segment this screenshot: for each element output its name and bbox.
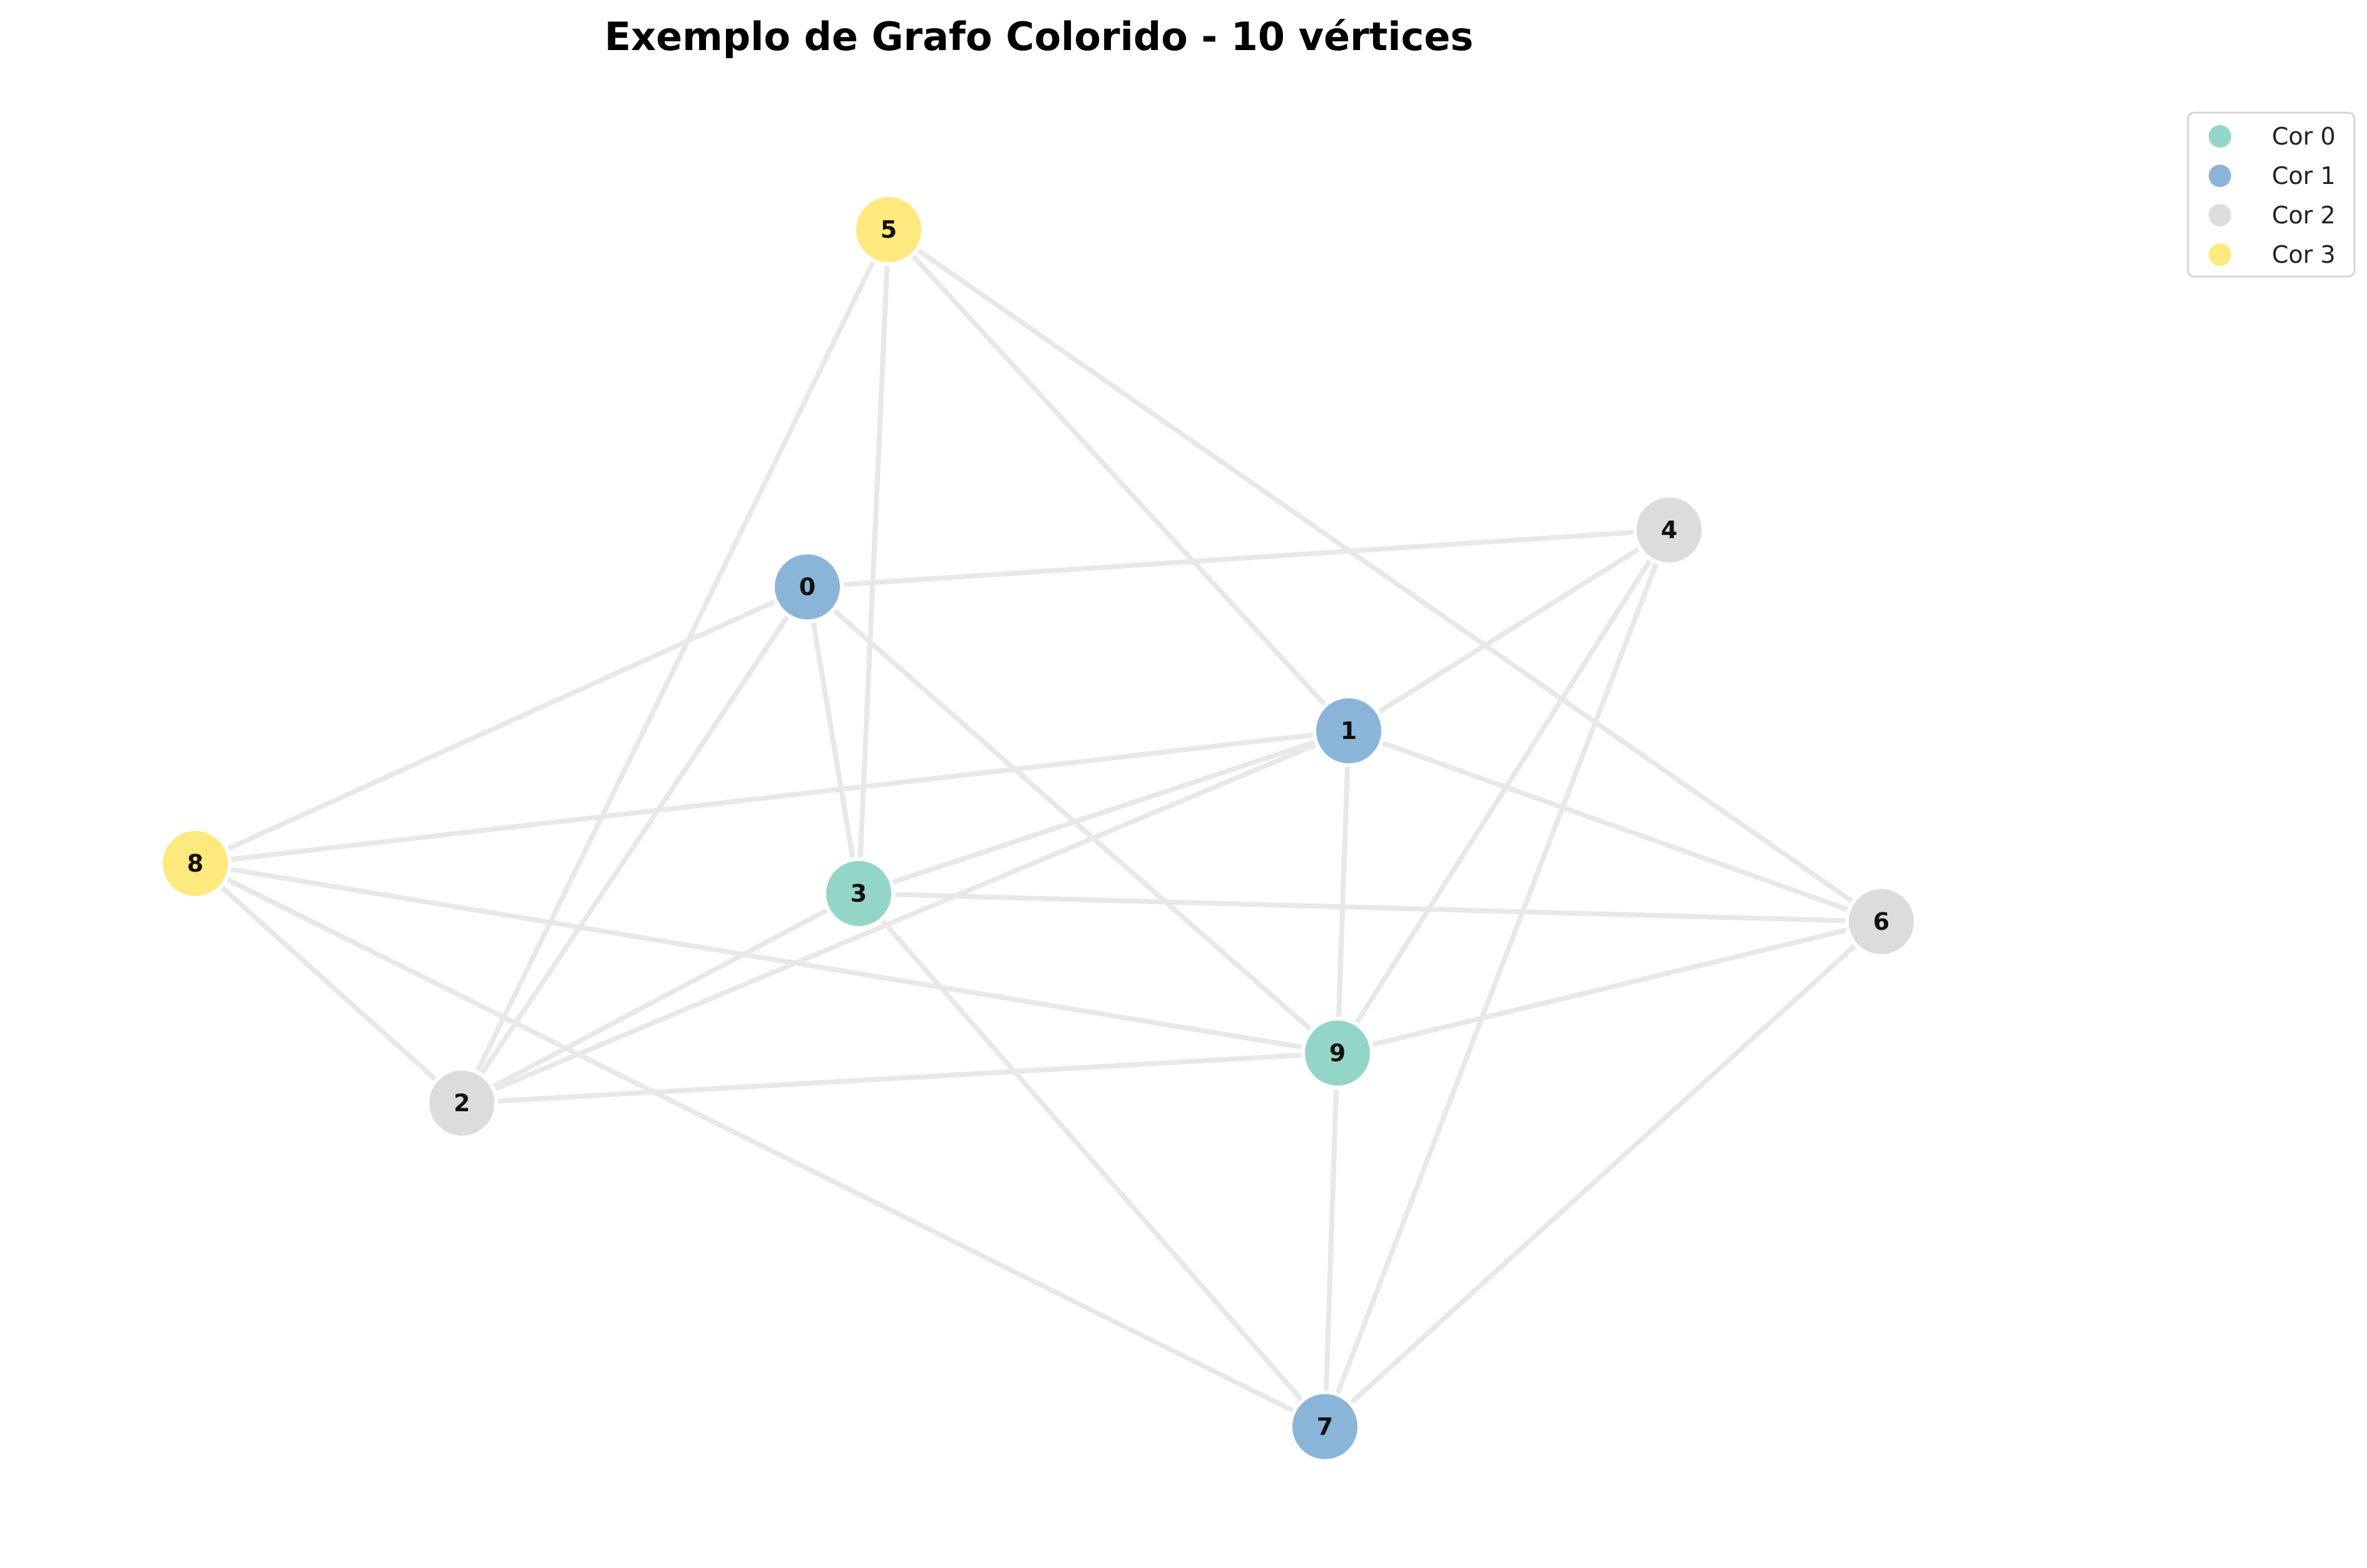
node-circle xyxy=(426,1067,498,1139)
edge-6-7 xyxy=(1323,920,1883,1428)
legend-label: Cor 1 xyxy=(2272,162,2336,190)
edge-1-2 xyxy=(461,728,1350,1106)
edge-4-1 xyxy=(1347,527,1671,733)
node-circle xyxy=(852,193,925,266)
node-1: 1 xyxy=(1312,695,1385,767)
legend-marker xyxy=(2209,125,2231,148)
legend-item: Cor 1 xyxy=(2209,162,2336,190)
node-4: 4 xyxy=(1633,494,1705,566)
node-label: 6 xyxy=(1873,908,1889,935)
edge-1-9 xyxy=(1335,730,1351,1054)
node-2: 2 xyxy=(426,1067,498,1139)
node-5: 5 xyxy=(852,193,925,266)
edge-8-7 xyxy=(194,861,1326,1429)
edge-8-2 xyxy=(193,862,464,1105)
legend-item: Cor 0 xyxy=(2209,123,2336,150)
legend-label: Cor 0 xyxy=(2272,123,2336,150)
edge-1-3 xyxy=(857,728,1350,896)
edge-1-6 xyxy=(1347,728,1883,924)
node-label: 3 xyxy=(851,880,867,907)
edge-5-2 xyxy=(459,228,891,1104)
node-label: 8 xyxy=(187,850,203,877)
edge-0-2 xyxy=(459,585,810,1105)
edge-3-6 xyxy=(858,891,1882,924)
node-0: 0 xyxy=(771,551,844,623)
node-8: 8 xyxy=(159,827,232,900)
edge-8-9 xyxy=(195,861,1338,1056)
edge-0-3 xyxy=(805,586,861,894)
edge-5-1 xyxy=(887,228,1351,733)
edge-4-9 xyxy=(1335,528,1672,1055)
node-circle xyxy=(771,551,844,623)
node-3: 3 xyxy=(822,857,895,930)
edge-4-7 xyxy=(1322,529,1672,1428)
legend: Cor 0 Cor 1 Cor 2 Cor 3 xyxy=(2187,111,2356,278)
edge-0-4 xyxy=(807,527,1670,589)
node-label: 0 xyxy=(799,573,815,601)
edge-1-8 xyxy=(195,728,1349,866)
node-circle xyxy=(1312,695,1385,767)
node-label: 2 xyxy=(454,1089,470,1117)
node-circle xyxy=(159,827,232,900)
node-9: 9 xyxy=(1301,1017,1374,1089)
node-circle xyxy=(1845,885,1918,958)
legend-item: Cor 3 xyxy=(2209,241,2336,268)
graph-edges xyxy=(193,227,1883,1429)
edge-6-9 xyxy=(1337,919,1882,1056)
edge-0-8 xyxy=(194,584,809,866)
node-label: 7 xyxy=(1317,1413,1333,1440)
legend-label: Cor 2 xyxy=(2272,201,2336,229)
node-circle xyxy=(822,857,895,930)
legend-marker xyxy=(2209,243,2231,266)
node-label: 4 xyxy=(1661,516,1677,544)
edge-5-6 xyxy=(887,227,1883,924)
edge-3-2 xyxy=(461,891,860,1106)
node-label: 5 xyxy=(881,216,897,243)
legend-box xyxy=(2187,111,2356,278)
edge-9-2 xyxy=(461,1051,1338,1106)
node-circle xyxy=(1289,1390,1361,1463)
legend-marker xyxy=(2209,165,2231,187)
node-label: 9 xyxy=(1329,1039,1346,1067)
figure-title: Exemplo de Grafo Colorido - 10 vértices xyxy=(605,14,1473,59)
legend-item: Cor 2 xyxy=(2209,201,2336,229)
legend-marker xyxy=(2209,204,2231,227)
node-7: 7 xyxy=(1289,1390,1361,1463)
node-circle xyxy=(1301,1017,1374,1089)
edge-3-7 xyxy=(856,892,1327,1428)
node-circle xyxy=(1633,494,1705,566)
node-6: 6 xyxy=(1845,885,1918,958)
legend-label: Cor 3 xyxy=(2272,241,2336,268)
node-label: 1 xyxy=(1341,717,1357,745)
graph-nodes: 0 1 2 3 4 5 6 7 8 9 xyxy=(159,193,1918,1463)
edge-9-7 xyxy=(1322,1052,1340,1427)
edge-5-3 xyxy=(856,229,891,894)
